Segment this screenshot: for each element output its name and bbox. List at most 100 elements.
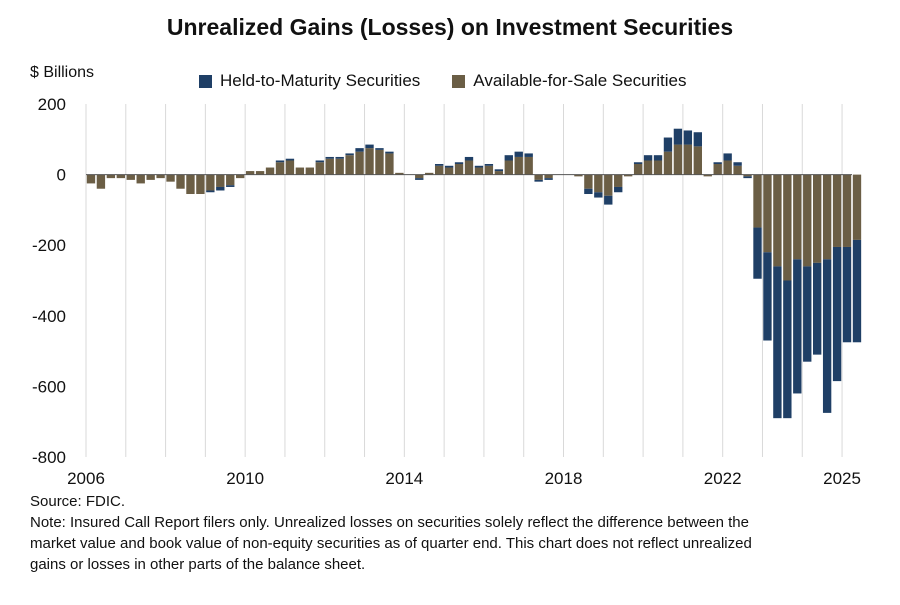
bar-afs-2011Q2 (295, 167, 305, 175)
bar-htm-2017Q3 (544, 178, 553, 180)
gridlines (85, 104, 843, 457)
bar-htm-2022Q2 (733, 162, 742, 166)
notes: Source: FDIC. Note: Insured Call Report … (30, 491, 870, 575)
bar-htm-2020Q4 (673, 128, 683, 145)
legend-swatch-htm (199, 74, 212, 88)
bar-afs-2023Q1 (763, 174, 772, 253)
x-tick-2022: 2022 (704, 469, 742, 488)
bar-htm-2023Q4 (793, 259, 802, 394)
x-tick-2014: 2014 (385, 469, 423, 488)
y-tick-0: 0 (57, 166, 66, 185)
bar-afs-2008Q2 (176, 174, 185, 189)
bar-htm-2025Q1 (842, 246, 852, 343)
bar-afs-2025Q1 (842, 174, 852, 247)
legend-label-afs: Available-for-Sale Securities (473, 71, 687, 90)
bar-afs-2017Q2 (534, 174, 543, 180)
bar-htm-2015Q1 (444, 165, 454, 168)
note-line-3: gains or losses in other parts of the ba… (30, 556, 366, 573)
bar-htm-2018Q3 (584, 188, 593, 195)
bar-afs-2007Q3 (146, 174, 155, 180)
bar-afs-2017Q1 (524, 156, 533, 175)
bar-afs-2007Q4 (156, 174, 165, 179)
bar-afs-2019Q2 (614, 174, 623, 187)
bar-htm-2013Q3 (385, 151, 394, 154)
bar-afs-2011Q4 (315, 162, 324, 175)
bar-afs-2015Q2 (454, 164, 464, 175)
bar-htm-2015Q3 (464, 156, 474, 161)
bar-afs-2009Q3 (226, 174, 235, 186)
bar-htm-2016Q1 (484, 164, 494, 166)
bar-htm-2023Q1 (763, 252, 772, 341)
bar-afs-2020Q1 (643, 160, 653, 175)
bar-afs-2012Q1 (325, 158, 334, 175)
bar-afs-2013Q1 (365, 148, 374, 175)
bar-afs-2021Q3 (703, 174, 712, 177)
bar-htm-2024Q2 (813, 262, 822, 355)
bar-afs-2010Q3 (265, 167, 275, 175)
x-tick-2025: 2025 (823, 469, 861, 488)
bar-htm-2014Q4 (434, 164, 444, 166)
bar-afs-2008Q4 (196, 174, 205, 195)
bar-afs-2017Q3 (544, 174, 553, 179)
bar-htm-2012Q2 (335, 156, 344, 159)
bar-htm-2018Q4 (594, 192, 603, 198)
bar-htm-2013Q1 (365, 144, 374, 149)
bar-afs-2024Q1 (803, 174, 812, 267)
bar-afs-2015Q3 (464, 160, 474, 175)
bar-htm-2024Q3 (822, 259, 832, 413)
bar-afs-2009Q2 (216, 174, 225, 187)
bar-afs-2006Q2 (96, 174, 106, 189)
note-line-2: market value and book value of non-equit… (30, 535, 752, 552)
bar-afs-2010Q1 (245, 171, 255, 175)
bar-afs-2014Q4 (434, 165, 444, 175)
bar-afs-2008Q3 (186, 174, 195, 195)
bar-afs-2016Q3 (504, 160, 513, 175)
legend-item-htm: Held-to-Maturity Securities (199, 71, 420, 91)
bar-afs-2010Q4 (275, 162, 285, 175)
bar-afs-2006Q1 (86, 174, 96, 184)
bar-afs-2013Q2 (375, 149, 384, 175)
bar-htm-2025Q2 (852, 239, 862, 343)
x-tick-labels: 2006 2010 2014 2018 2022 2025 (67, 469, 861, 488)
bar-htm-2024Q1 (803, 266, 812, 362)
bars (86, 128, 862, 419)
bar-htm-2019Q1 (604, 195, 613, 205)
bar-htm-2019Q4 (633, 162, 643, 165)
x-tick-2010: 2010 (226, 469, 264, 488)
bar-htm-2023Q2 (773, 266, 782, 419)
bar-afs-2006Q4 (116, 174, 125, 179)
bar-afs-2018Q4 (594, 174, 603, 193)
bar-afs-2007Q2 (136, 174, 145, 184)
legend-label-htm: Held-to-Maturity Securities (220, 71, 421, 90)
bar-htm-2023Q3 (783, 280, 792, 419)
bar-afs-2023Q2 (773, 174, 782, 267)
bar-afs-2021Q4 (713, 164, 722, 175)
bar-htm-2011Q1 (285, 158, 295, 161)
bar-afs-2016Q2 (494, 171, 504, 175)
bar-afs-2020Q2 (653, 160, 663, 175)
y-tick-labels: 200 0 -200 -400 -600 -800 (32, 95, 66, 467)
bar-afs-2021Q1 (683, 144, 693, 175)
bar-afs-2023Q4 (793, 174, 802, 260)
bar-afs-2021Q2 (693, 146, 702, 175)
bar-afs-2016Q1 (484, 165, 494, 175)
bar-afs-2024Q2 (813, 174, 822, 263)
bar-afs-2013Q4 (395, 172, 404, 175)
bar-htm-2015Q4 (474, 165, 484, 168)
bar-htm-2019Q2 (614, 186, 623, 193)
bar-htm-2022Q3 (743, 176, 752, 179)
bar-htm-2010Q4 (275, 160, 285, 163)
bar-afs-2024Q4 (832, 174, 842, 247)
source-note: Source: FDIC. (30, 493, 126, 510)
bar-afs-2015Q1 (444, 167, 454, 175)
bar-afs-2019Q3 (623, 174, 633, 177)
bar-htm-2016Q4 (514, 151, 523, 157)
y-tick--400: -400 (32, 307, 66, 326)
bar-afs-2022Q1 (723, 160, 732, 175)
x-tick-2018: 2018 (545, 469, 583, 488)
bar-afs-2022Q2 (733, 165, 742, 175)
note-line-1: Note: Insured Call Report filers only. U… (30, 514, 749, 531)
y-tick--200: -200 (32, 236, 66, 255)
bar-htm-2020Q3 (663, 137, 673, 152)
chart-title: Unrealized Gains (Losses) on Investment … (166, 14, 734, 40)
